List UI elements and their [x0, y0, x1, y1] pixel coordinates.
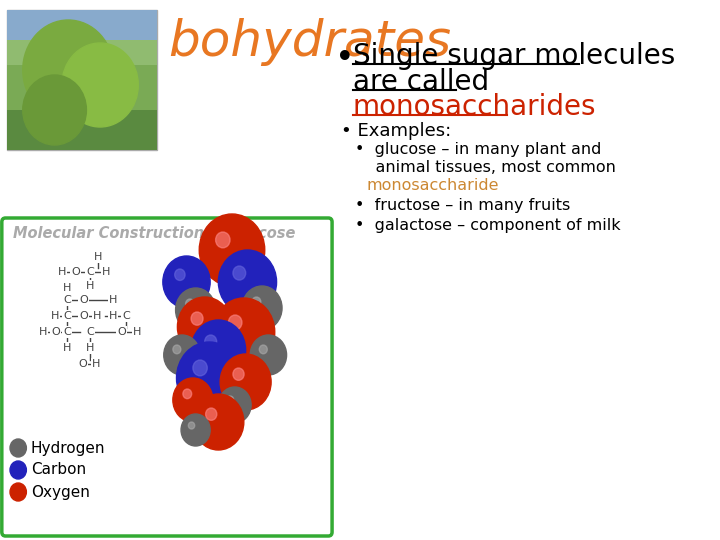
Text: H: H	[39, 327, 47, 337]
Circle shape	[10, 461, 27, 479]
Text: O: O	[71, 267, 80, 277]
Text: O: O	[78, 359, 87, 369]
Circle shape	[242, 286, 282, 330]
Circle shape	[228, 315, 242, 330]
Text: •  glucose – in many plant and: • glucose – in many plant and	[355, 142, 601, 157]
Circle shape	[163, 335, 200, 375]
Text: C: C	[63, 295, 71, 305]
Circle shape	[204, 335, 217, 348]
Circle shape	[233, 266, 246, 280]
Bar	[7, 10, 158, 150]
Circle shape	[163, 256, 210, 308]
Text: H: H	[109, 295, 117, 305]
Text: are called: are called	[353, 68, 489, 96]
Circle shape	[183, 389, 192, 399]
Text: C: C	[63, 327, 71, 337]
Text: C: C	[122, 311, 130, 321]
Circle shape	[206, 408, 217, 420]
Text: H: H	[63, 283, 71, 293]
Text: C: C	[86, 327, 94, 337]
Text: C: C	[63, 311, 71, 321]
Text: H: H	[86, 281, 94, 291]
Circle shape	[213, 298, 275, 366]
Text: H: H	[50, 311, 59, 321]
Circle shape	[173, 345, 181, 354]
Bar	[7, 10, 158, 40]
Text: O: O	[51, 327, 60, 337]
Text: O: O	[79, 295, 88, 305]
Circle shape	[23, 20, 114, 120]
Text: •  fructose – in many fruits: • fructose – in many fruits	[355, 198, 570, 213]
Text: •: •	[335, 42, 354, 75]
Circle shape	[199, 214, 265, 286]
Circle shape	[189, 422, 194, 429]
Circle shape	[10, 483, 27, 501]
Bar	[7, 10, 158, 30]
Text: H: H	[133, 327, 142, 337]
Text: Carbon: Carbon	[31, 462, 86, 477]
Text: C: C	[86, 267, 94, 277]
Circle shape	[175, 269, 185, 280]
Circle shape	[220, 354, 271, 410]
Circle shape	[173, 378, 213, 422]
Circle shape	[176, 288, 215, 332]
Circle shape	[215, 232, 230, 248]
Circle shape	[233, 368, 244, 380]
Circle shape	[23, 75, 86, 145]
Circle shape	[193, 394, 244, 450]
Text: • Examples:: • Examples:	[341, 122, 451, 140]
Circle shape	[181, 414, 210, 446]
Text: animal tissues, most common: animal tissues, most common	[355, 160, 616, 175]
Text: O: O	[79, 311, 88, 321]
Bar	[7, 110, 158, 150]
Circle shape	[250, 335, 287, 375]
Circle shape	[176, 342, 242, 414]
Text: H: H	[86, 343, 94, 353]
Bar	[7, 65, 158, 110]
Circle shape	[191, 312, 203, 325]
Circle shape	[186, 299, 194, 309]
Circle shape	[62, 43, 138, 127]
Text: H: H	[102, 267, 111, 277]
Circle shape	[10, 439, 27, 457]
Text: bohydrates: bohydrates	[168, 18, 451, 66]
Circle shape	[193, 360, 207, 376]
Text: Hydrogen: Hydrogen	[31, 441, 105, 456]
Text: •  galactose – component of milk: • galactose – component of milk	[355, 218, 621, 233]
Text: Molecular Construction of Glucose: Molecular Construction of Glucose	[13, 226, 295, 241]
Bar	[7, 30, 158, 65]
Circle shape	[191, 320, 246, 380]
Text: O: O	[117, 327, 126, 337]
Circle shape	[177, 297, 232, 357]
Text: Oxygen: Oxygen	[31, 484, 90, 500]
Circle shape	[227, 396, 234, 404]
Text: H: H	[93, 311, 102, 321]
Text: H: H	[58, 267, 66, 277]
Text: H: H	[63, 343, 71, 353]
Text: H: H	[92, 359, 101, 369]
Text: monosaccharides: monosaccharides	[353, 93, 596, 121]
Text: monosaccharide: monosaccharide	[366, 178, 499, 193]
Circle shape	[259, 345, 267, 354]
Circle shape	[218, 250, 276, 314]
Text: H: H	[109, 311, 117, 321]
FancyBboxPatch shape	[2, 218, 332, 536]
Text: H: H	[94, 252, 102, 262]
Circle shape	[252, 297, 261, 307]
Circle shape	[218, 387, 251, 423]
Text: Single sugar molecules: Single sugar molecules	[353, 42, 675, 70]
